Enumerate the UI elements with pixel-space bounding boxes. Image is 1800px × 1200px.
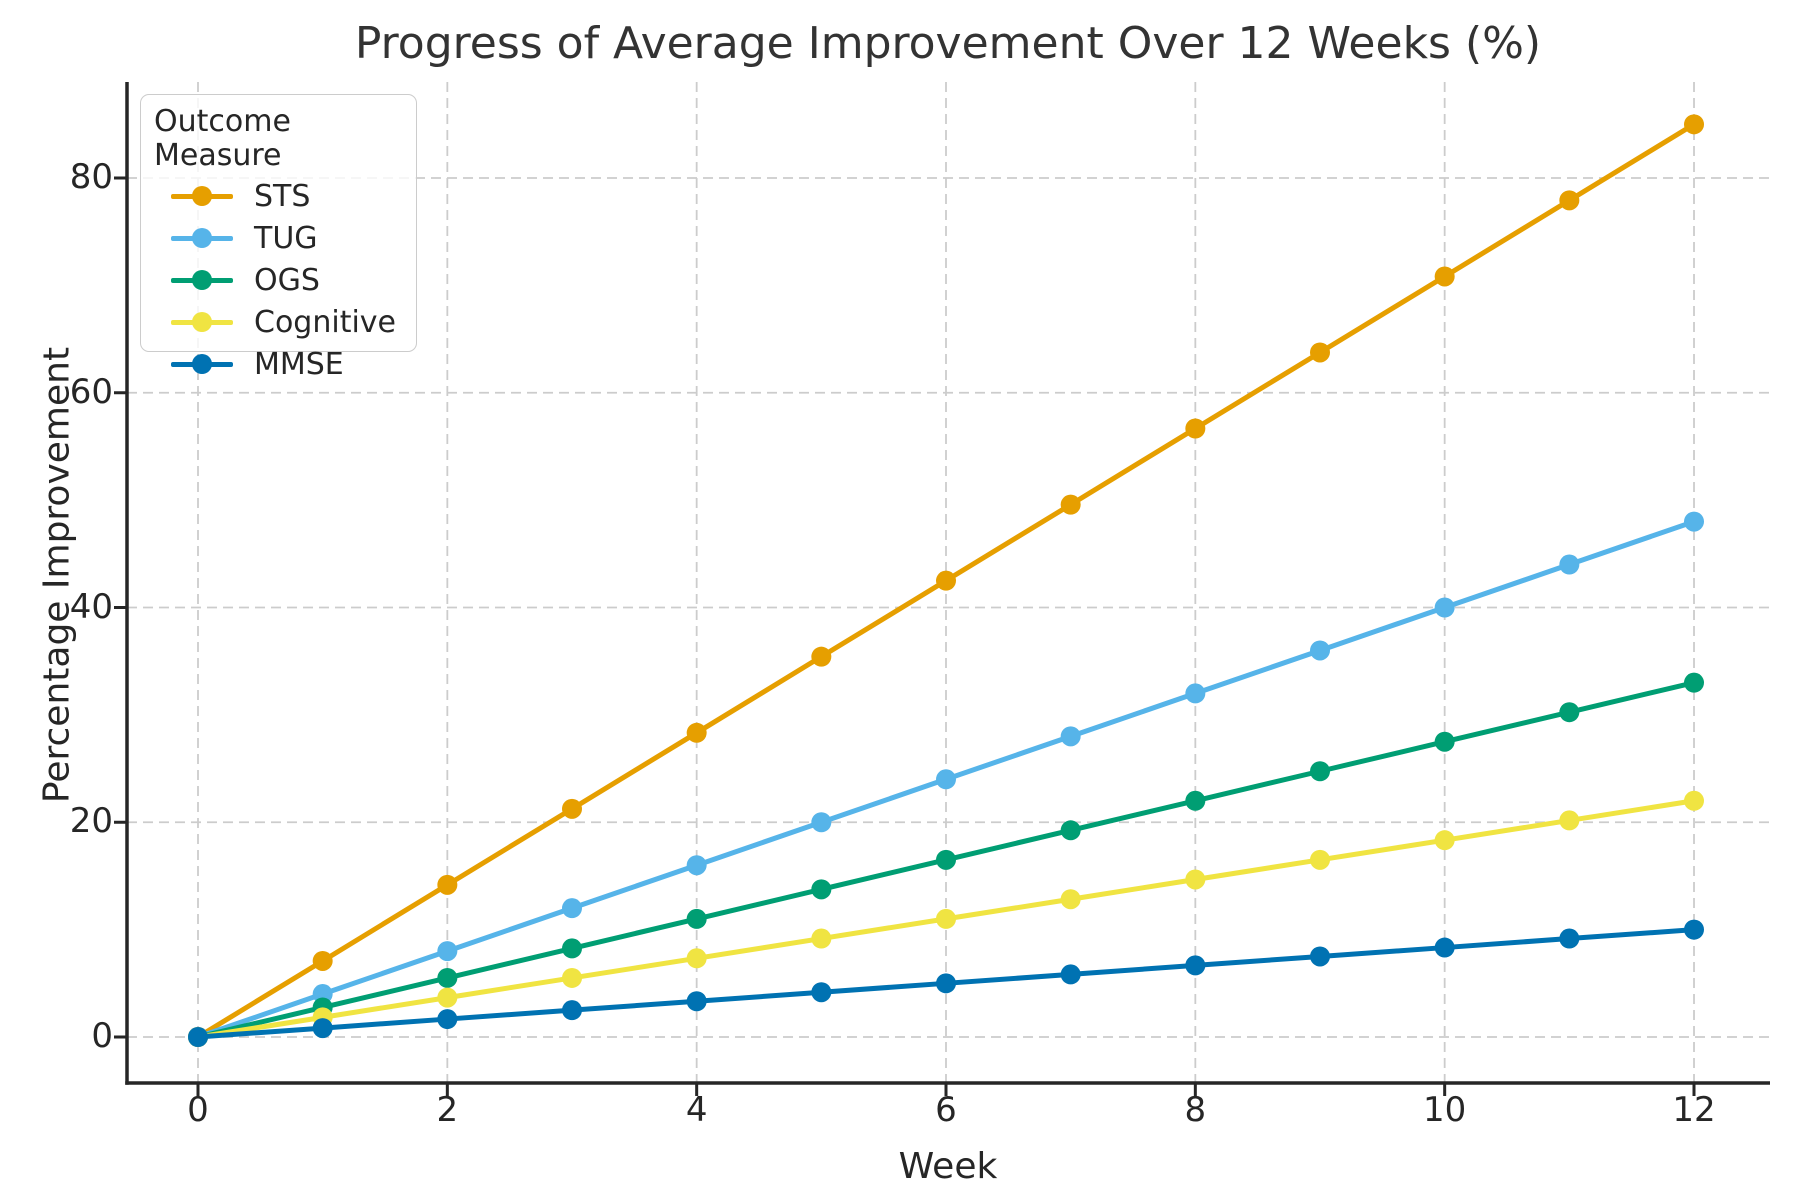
x-tick-label: 0 (187, 1090, 209, 1130)
y-tick-label: 20 (69, 801, 113, 842)
legend-label: TUG (254, 220, 318, 256)
series-marker-mmse (1185, 955, 1206, 976)
mmse-line-marker-icon (171, 354, 233, 374)
series-marker-sts (1684, 114, 1705, 135)
series-marker-mmse (1684, 919, 1705, 940)
series-marker-ogs (1185, 790, 1206, 811)
legend-title: Outcome Measure (154, 104, 291, 173)
series-marker-ogs (437, 967, 458, 988)
series-marker-tug (1310, 640, 1331, 661)
x-axis-label: Week (898, 1146, 998, 1187)
legend-label: Cognitive (254, 304, 397, 340)
y-tick-label: 80 (69, 157, 113, 197)
x-tick-label: 4 (685, 1090, 708, 1130)
y-tick-label: 0 (91, 1016, 113, 1056)
series-marker-sts (936, 570, 957, 591)
cognitive-line-marker-icon (171, 312, 233, 332)
series-marker-mmse (437, 1009, 458, 1030)
series-marker-sts (1060, 494, 1081, 515)
series-marker-sts (1185, 418, 1206, 439)
legend-entry-cognitive: Cognitive (154, 301, 416, 343)
series-marker-mmse (1310, 946, 1331, 967)
series-marker-tug (1434, 597, 1455, 618)
series-marker-mmse (1060, 964, 1081, 985)
series-marker-ogs (936, 849, 957, 870)
series-marker-ogs (1684, 672, 1705, 693)
series-marker-tug (686, 855, 707, 876)
ogs-line-marker-icon (171, 270, 233, 290)
series-marker-ogs (1559, 702, 1580, 723)
x-tick-label: 6 (935, 1090, 957, 1130)
legend-entry-ogs: OGS (154, 259, 416, 301)
series-marker-tug (1185, 683, 1206, 704)
series-marker-sts (312, 950, 333, 971)
series-marker-cognitive (1185, 869, 1206, 890)
x-tick-label: 10 (1423, 1090, 1467, 1130)
series-marker-ogs (811, 879, 832, 900)
series-marker-cognitive (562, 967, 583, 988)
legend-label: MMSE (254, 346, 344, 382)
series-marker-tug (1060, 726, 1081, 747)
series-marker-cognitive (1434, 830, 1455, 851)
x-tick-label: 12 (1672, 1090, 1716, 1130)
sts-line-marker-icon (171, 186, 233, 206)
series-marker-sts (437, 874, 458, 895)
series-marker-mmse (562, 1000, 583, 1021)
series-marker-sts (811, 646, 832, 667)
series-marker-tug (437, 941, 458, 962)
series-marker-mmse (811, 982, 832, 1003)
series-marker-ogs (686, 908, 707, 929)
legend-entry-mmse: MMSE (154, 343, 416, 385)
series-marker-cognitive (1684, 790, 1705, 811)
y-tick-label: 40 (69, 586, 113, 627)
legend-entry-sts: STS (154, 175, 416, 217)
series-marker-sts (562, 798, 583, 819)
series-marker-sts (1310, 342, 1331, 363)
series-marker-tug (936, 769, 957, 790)
series-marker-mmse (312, 1018, 333, 1039)
series-marker-tug (1684, 511, 1705, 532)
series-marker-cognitive (686, 948, 707, 969)
series-marker-cognitive (437, 987, 458, 1008)
legend-entry-tug: TUG (154, 217, 416, 259)
series-marker-ogs (562, 938, 583, 959)
series-marker-sts (1434, 266, 1455, 287)
x-tick-label: 2 (436, 1090, 459, 1130)
series-marker-cognitive (936, 908, 957, 929)
series-marker-mmse (188, 1027, 208, 1047)
chart-title: Progress of Average Improvement Over 12 … (354, 18, 1542, 69)
series-marker-tug (562, 898, 583, 919)
series-marker-cognitive (811, 928, 832, 949)
legend-label: OGS (254, 262, 320, 298)
series-marker-cognitive (1559, 810, 1580, 831)
y-tick-label: 60 (69, 371, 113, 412)
series-marker-mmse (686, 991, 707, 1012)
legend-label: STS (254, 178, 311, 214)
series-marker-mmse (1559, 928, 1580, 949)
series-marker-ogs (1060, 820, 1081, 841)
y-axis-label: Percentage Improvement (36, 346, 78, 804)
series-marker-tug (811, 812, 832, 833)
legend: Outcome Measure STS TUG OGS Cognitive MM… (140, 94, 417, 382)
series-marker-sts (1559, 190, 1580, 211)
series-marker-ogs (1434, 731, 1455, 752)
x-tick-label: 8 (1184, 1090, 1207, 1130)
series-marker-cognitive (1060, 889, 1081, 910)
series-marker-ogs (1310, 761, 1331, 782)
series-marker-cognitive (1310, 849, 1331, 870)
series-marker-tug (1559, 554, 1580, 575)
tug-line-marker-icon (171, 228, 233, 248)
series-marker-sts (686, 722, 707, 743)
series-marker-mmse (936, 973, 957, 994)
series-marker-mmse (1434, 937, 1455, 958)
